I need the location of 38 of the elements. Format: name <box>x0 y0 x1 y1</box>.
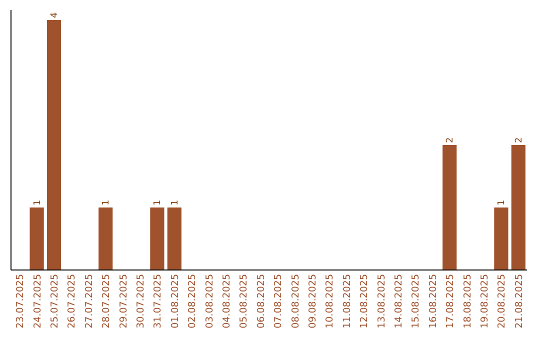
x-tick-label: 30.07.2025 <box>136 274 146 328</box>
x-tick-label: 20.08.2025 <box>496 274 508 328</box>
data-label: 1 <box>170 200 180 206</box>
x-tick-label: 10.08.2025 <box>324 274 336 328</box>
x-tick-label: 15.08.2025 <box>410 274 422 328</box>
data-label: 1 <box>497 200 508 206</box>
x-tick-label: 12.08.2025 <box>359 274 370 328</box>
x-tick-label: 24.07.2025 <box>32 274 44 328</box>
x-tick-label: 17.08.2025 <box>445 274 456 328</box>
x-tick-label: 21.08.2025 <box>514 274 525 328</box>
x-tick-label: 09.08.2025 <box>308 274 318 328</box>
x-tick-label: 27.07.2025 <box>84 274 95 328</box>
x-tick-label: 07.08.2025 <box>273 274 284 328</box>
data-label: 1 <box>32 200 43 206</box>
x-tick-label: 18.08.2025 <box>462 274 474 328</box>
x-tick-label: 29.07.2025 <box>118 274 130 328</box>
x-tick-label: 08.08.2025 <box>290 274 302 328</box>
x-tick-label: 11.08.2025 <box>342 274 353 328</box>
x-tick-label: 01.08.2025 <box>170 274 181 328</box>
x-tick-label: 19.08.2025 <box>480 274 490 328</box>
x-tick-label: 04.08.2025 <box>222 274 232 328</box>
data-label: 1 <box>153 200 164 206</box>
data-label: 1 <box>102 200 112 206</box>
data-label: 2 <box>446 137 456 143</box>
data-label: 2 <box>514 137 524 143</box>
x-tick-label: 06.08.2025 <box>256 274 267 328</box>
x-tick-label: 31.07.2025 <box>152 274 164 328</box>
x-tick-label: 02.08.2025 <box>187 274 198 328</box>
data-label: 4 <box>50 12 60 18</box>
x-tick-label: 23.07.2025 <box>15 274 26 328</box>
x-tick-label: 13.08.2025 <box>376 274 388 328</box>
x-tick-label: 25.07.2025 <box>50 274 60 328</box>
x-tick-label: 03.08.2025 <box>204 274 216 328</box>
x-tick-label: 05.08.2025 <box>238 274 250 328</box>
x-tick-label: 14.08.2025 <box>394 274 404 328</box>
x-tick-label: 16.08.2025 <box>428 274 439 328</box>
x-tick-label: 28.07.2025 <box>101 274 112 328</box>
x-tick-label: 26.07.2025 <box>66 274 78 328</box>
